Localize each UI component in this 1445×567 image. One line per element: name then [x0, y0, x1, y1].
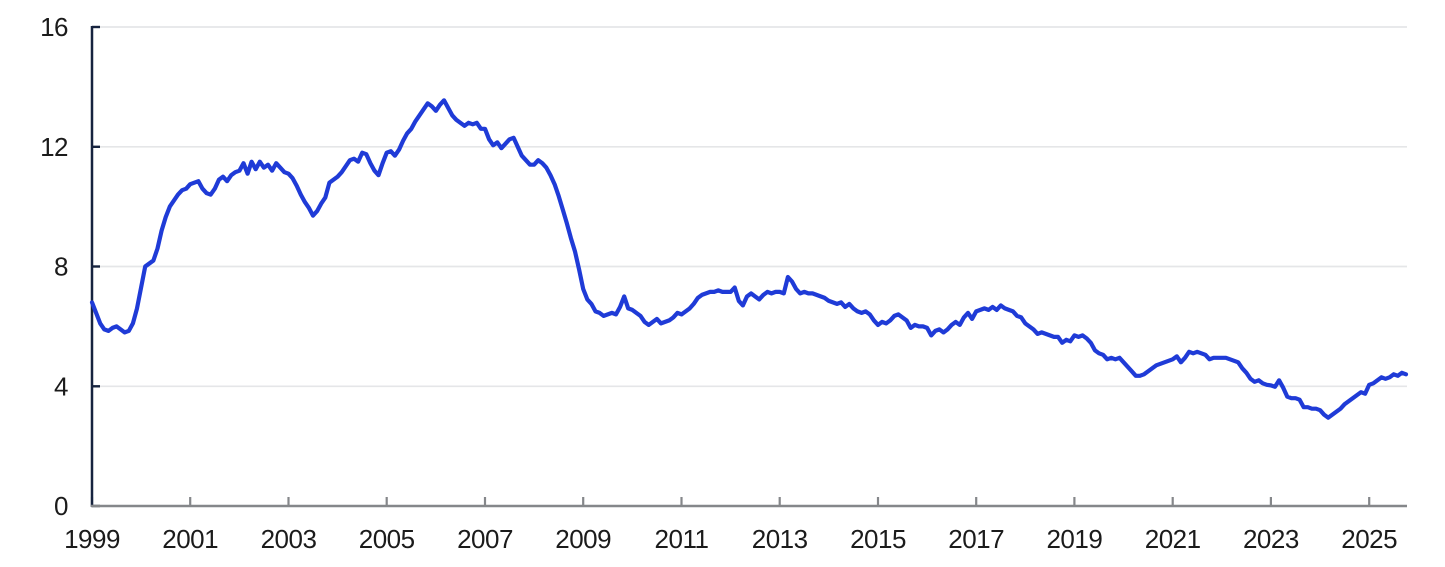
x-tick-label: 2007	[457, 524, 513, 554]
axis-ticks	[90, 25, 1371, 508]
x-tick-label: 2001	[162, 524, 218, 554]
x-tick-label: 2011	[655, 524, 709, 554]
x-tick-label: 2005	[359, 524, 415, 554]
x-tick-label: 2021	[1145, 524, 1201, 554]
x-tick-label: 2023	[1243, 524, 1299, 554]
y-tick-label: 8	[54, 252, 68, 282]
axis-labels: 0 4 8 12 16 1999 2001 2003 2005 2007 2009 2011 2013 2…	[40, 12, 1398, 554]
x-tick-label: 2015	[850, 524, 906, 554]
axis-lines	[90, 26, 1407, 508]
data-line	[89, 98, 1409, 420]
y-tick-label: 16	[40, 12, 68, 42]
x-tick-label: 2019	[1046, 524, 1102, 554]
y-tick-label: 12	[40, 132, 68, 162]
y-tick-label: 0	[54, 491, 68, 521]
x-tick-label: 2009	[555, 524, 611, 554]
x-tick-label: 2013	[752, 524, 808, 554]
y-tick-label: 4	[54, 371, 68, 401]
data-series	[89, 98, 1409, 420]
x-tick-label: 2003	[261, 524, 317, 554]
x-tick-label: 2025	[1341, 524, 1397, 554]
gridlines	[92, 26, 1407, 388]
x-tick-label: 1999	[64, 524, 120, 554]
x-tick-label: 2017	[948, 524, 1004, 554]
